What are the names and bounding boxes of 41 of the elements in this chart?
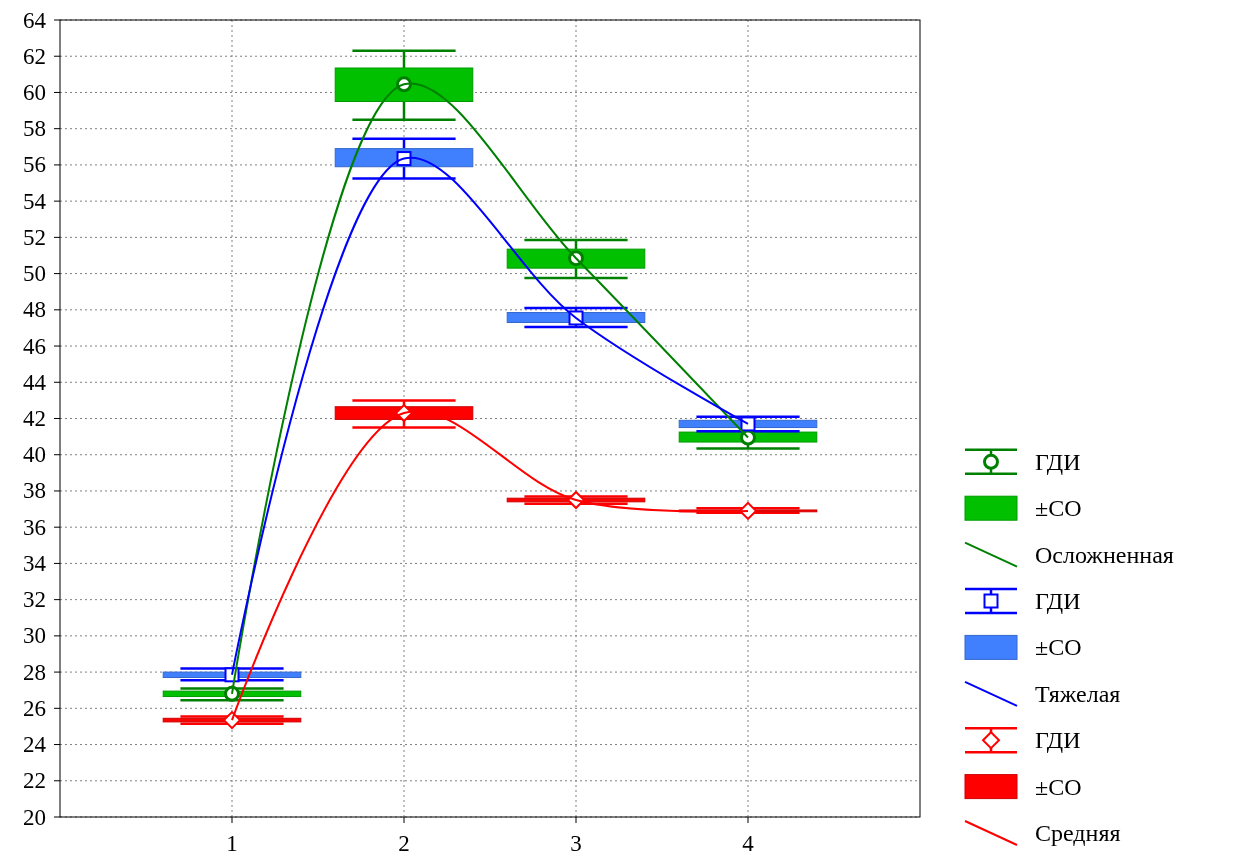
- bar: [334, 67, 474, 103]
- y-tick-label: 42: [23, 406, 46, 431]
- y-tick-label: 60: [23, 79, 46, 105]
- y-tick-label: 64: [23, 7, 47, 33]
- y-tick-label: 50: [23, 261, 46, 287]
- y-tick-label: 54: [23, 188, 47, 214]
- y-tick-label: 24: [23, 732, 47, 758]
- x-tick-label: 1: [226, 830, 238, 856]
- x-tick-label: 4: [742, 830, 755, 856]
- legend-label: ГДИ: [1035, 448, 1081, 475]
- bar: [678, 431, 818, 443]
- y-tick-label: 34: [23, 550, 47, 576]
- y-tick-label: 56: [23, 152, 46, 178]
- y-tick-label: 58: [23, 116, 46, 142]
- legend-label: Осложненная: [1035, 541, 1174, 568]
- legend-label: Средняя: [1035, 820, 1121, 846]
- y-tick-label: 32: [23, 587, 46, 613]
- legend-label: ±СО: [1035, 634, 1082, 661]
- legend-label: ГДИ: [1035, 727, 1081, 754]
- legend-label: ГДИ: [1035, 588, 1081, 614]
- legend-label: Тяжелая: [1035, 680, 1121, 707]
- x-tick-label: 3: [570, 830, 582, 856]
- y-tick-label: 36: [23, 514, 46, 540]
- y-tick-label: 26: [23, 695, 46, 721]
- point: [223, 711, 241, 730]
- y-tick-label: 40: [23, 442, 46, 468]
- y-tick-label: 62: [23, 43, 46, 69]
- legend-label: ±СО: [1035, 773, 1082, 800]
- y-tick-label: 22: [23, 768, 46, 794]
- x-tick-label: 2: [398, 830, 410, 856]
- point: [740, 416, 756, 432]
- y-tick-label: 44: [23, 369, 47, 395]
- y-tick-label: 30: [23, 623, 46, 649]
- y-tick-label: 46: [23, 333, 46, 359]
- point: [740, 429, 756, 446]
- y-tick-label: 38: [23, 478, 46, 504]
- legend-label: ±СО: [1035, 495, 1082, 522]
- y-tick-label: 20: [23, 804, 46, 830]
- y-tick-label: 52: [23, 224, 46, 250]
- y-tick-label: 28: [23, 659, 46, 685]
- y-tick-label: 48: [23, 297, 46, 323]
